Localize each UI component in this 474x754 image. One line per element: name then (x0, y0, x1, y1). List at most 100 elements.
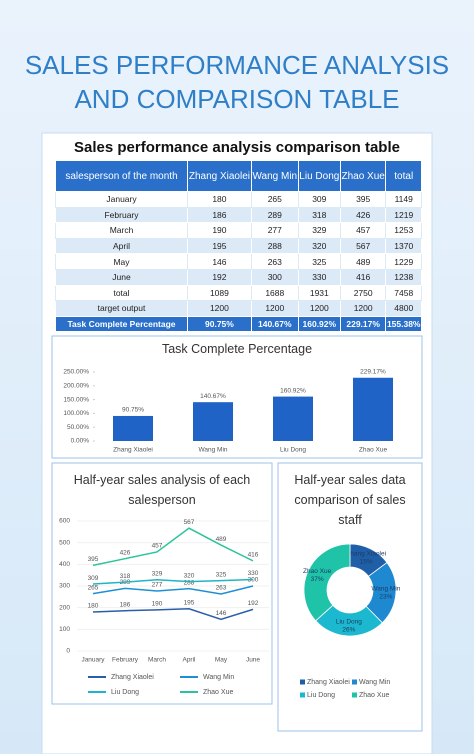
table-cell: 229.17% (339, 315, 387, 333)
x-tick-label: March (148, 657, 166, 664)
table-cell: 2750 (339, 284, 387, 302)
table-cell: 1238 (385, 268, 422, 286)
slice-value: 37% (311, 576, 324, 583)
pie-slice (303, 543, 351, 622)
value-label: 192 (248, 600, 259, 607)
y-tick-label: 300 (59, 583, 70, 590)
legend-swatch (352, 679, 357, 685)
table-cell: Zhao Xue (339, 160, 387, 192)
table-cell: 4800 (385, 300, 422, 317)
chart-title: Task Complete Percentage (161, 342, 313, 356)
table-cell: 265 (250, 191, 299, 208)
y-tick-label: 200 (59, 604, 70, 611)
value-label: 263 (216, 585, 227, 592)
value-label: 277 (152, 582, 163, 589)
table-title: Sales performance analysis comparison ta… (74, 139, 400, 156)
series-line (92, 585, 254, 595)
table-row: salesperson of the month Zhang Xiaolei Wan… (55, 160, 422, 192)
chart-title: Half-year sales analysis of each salespe… (73, 473, 251, 507)
value-label: 325 (216, 571, 227, 578)
table-cell: 489 (339, 253, 387, 270)
table-cell: January (55, 191, 188, 208)
table-cell: 1200 (187, 300, 252, 317)
line-panel (51, 462, 273, 705)
value-label: 190 (152, 601, 163, 608)
series-line (92, 578, 254, 585)
series-line (92, 527, 254, 567)
slice-value: 26% (342, 627, 355, 634)
legend-label: Zhao Xue (359, 692, 389, 699)
y-tick-label: 50.00% (67, 424, 89, 431)
table-cell: 288 (250, 237, 299, 255)
table-cell: 277 (250, 222, 299, 239)
table-cell: 289 (250, 206, 299, 224)
table-cell: 325 (297, 253, 341, 270)
table-cell: 180 (187, 191, 252, 208)
bar (113, 415, 153, 441)
table-cell: 320 (297, 237, 341, 255)
table-cell: 1931 (297, 284, 341, 302)
x-tick-label: Zhang Xiaolei (113, 447, 153, 454)
value-label: 180 (88, 603, 99, 610)
table-cell: 426 (339, 206, 387, 224)
slice-label: Wang Min (371, 586, 400, 593)
value-label: 146 (216, 610, 227, 617)
value-label: 300 (248, 577, 259, 584)
x-tick-label: April (182, 657, 196, 664)
legend-label: Zhao Xue (203, 689, 233, 696)
x-tick-label: Liu Dong (280, 447, 306, 454)
series-line (92, 607, 254, 621)
value-label: 567 (184, 519, 195, 526)
value-label: 330 (248, 570, 259, 577)
table-cell: salesperson of the month (55, 160, 188, 192)
table-cell: 309 (297, 191, 341, 208)
x-tick-label: February (112, 657, 139, 664)
value-label: 489 (216, 536, 227, 543)
table-cell: 1200 (339, 300, 387, 317)
table-cell: 1089 (187, 284, 252, 302)
table-cell: 1229 (385, 253, 422, 270)
bar (353, 377, 393, 441)
x-tick-label: May (215, 657, 228, 664)
legend-label: Zhang Xiaolei (111, 674, 154, 681)
table-cell: Liu Dong (297, 160, 341, 192)
table-row: March 190 277 329 457 1253 (55, 222, 422, 239)
table-cell: total (385, 160, 422, 192)
table-cell: 1200 (297, 300, 341, 317)
table-cell: 330 (297, 268, 341, 286)
value-label: 195 (184, 599, 195, 606)
table-cell: 146 (187, 253, 252, 270)
table-cell: 1149 (385, 191, 422, 208)
value-label: 457 (152, 543, 163, 550)
table-row: Task Complete Percentage 90.75% 140.67% 160… (55, 315, 422, 333)
value-label: 320 (184, 572, 195, 579)
slice-value: 23% (379, 594, 392, 601)
slice-label: Zhang Xiaolei (346, 551, 386, 558)
value-label: 160.92% (280, 387, 306, 394)
table-row: January 180 265 309 395 1149 (55, 191, 422, 208)
y-tick-label: 150.00% (63, 396, 89, 403)
legend-label: Wang Min (359, 679, 390, 686)
table-cell: 7458 (385, 284, 422, 302)
table-cell: 186 (187, 206, 252, 224)
table-cell: May (55, 253, 188, 270)
value-label: 288 (184, 579, 195, 586)
value-label: 229.17% (360, 368, 386, 375)
slice-label: Zhao Xue (303, 568, 332, 575)
y-tick-label: 250.00% (63, 369, 89, 376)
value-label: 416 (248, 552, 259, 559)
value-label: 426 (120, 549, 131, 556)
table-cell: 1370 (385, 237, 422, 255)
table-cell: 318 (297, 206, 341, 224)
legend-label: Zhang Xiaolei (307, 679, 350, 686)
y-tick-label: 100.00% (63, 410, 89, 417)
x-tick-label: June (246, 657, 260, 664)
slice-value: 15% (360, 559, 373, 566)
table-cell: 190 (187, 222, 252, 239)
slice-label: Liu Dong (336, 619, 362, 626)
table-cell: 1200 (250, 300, 299, 317)
table-cell: 1688 (250, 284, 299, 302)
bar (193, 402, 233, 441)
table-row: February 186 289 318 426 1219 (55, 206, 422, 224)
table-cell: 160.92% (297, 315, 341, 333)
